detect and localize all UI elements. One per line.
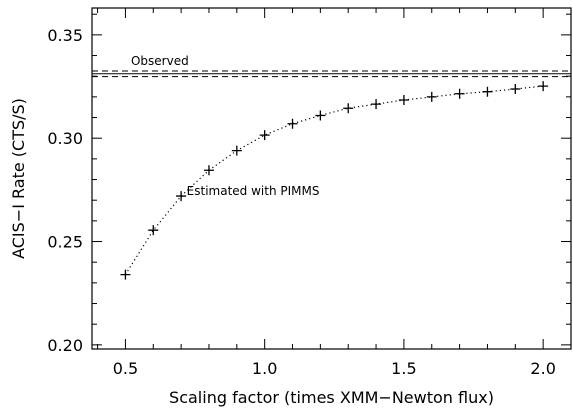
plus-marker [231,145,242,156]
y-tick-label: 0.35 [47,26,83,45]
x-tick-label: 1.0 [252,359,277,378]
plus-marker [482,86,493,97]
x-tick-label: 2.0 [530,359,555,378]
plus-marker [454,88,465,99]
annotation-label: Observed [131,54,189,68]
plus-marker [371,99,382,110]
y-axis-title: ACIS−I Rate (CTS/S) [9,98,28,259]
plus-marker [203,165,214,176]
x-axis: 0.5 1.0 1.5 2.0 [97,8,572,378]
y-tick-label: 0.25 [47,233,83,252]
plus-marker [538,81,549,92]
plus-marker [259,130,270,141]
plus-marker [510,84,521,95]
series-markers [120,81,549,280]
plus-marker [343,103,354,114]
y-tick-label: 0.20 [47,336,83,355]
plus-marker [287,118,298,129]
plus-marker [148,225,159,236]
plus-marker [315,110,326,121]
plot-frame [91,7,572,350]
annotation-label: Estimated with PIMMS [187,184,320,198]
reference-lines [92,70,571,78]
plus-marker [426,91,437,102]
plus-marker [176,191,187,202]
x-tick-label: 1.5 [391,359,416,378]
plus-marker [120,269,131,280]
y-axis: 0.20 0.25 0.30 0.35 [47,13,571,355]
y-tick-label: 0.30 [47,129,83,148]
plus-marker [398,94,409,105]
x-axis-title: Scaling factor (times XMM−Newton flux) [169,388,494,407]
series-dotted-line [124,85,544,275]
annotations: Observed Estimated with PIMMS [131,54,320,198]
x-tick-label: 0.5 [113,359,138,378]
